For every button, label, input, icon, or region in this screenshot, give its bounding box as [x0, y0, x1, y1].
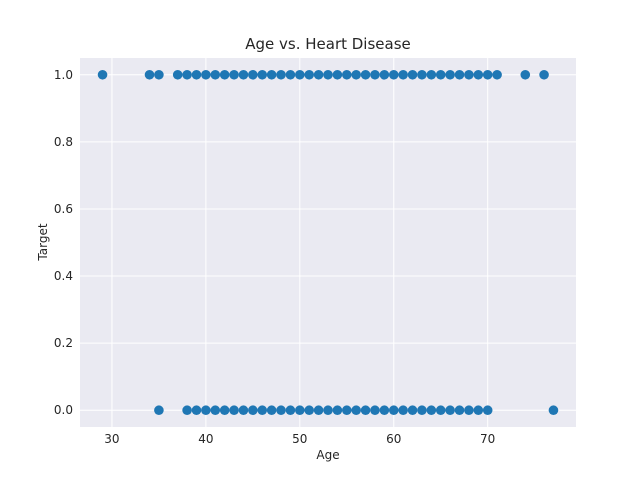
data-point	[426, 69, 437, 80]
data-point	[539, 69, 549, 80]
data-point	[454, 405, 465, 416]
data-point	[276, 69, 286, 80]
data-point	[210, 405, 221, 416]
data-point	[97, 69, 108, 80]
x-tick-labels: 30 40 50 60 70	[104, 432, 495, 446]
x-tick-label: 60	[386, 432, 401, 446]
data-point	[323, 69, 333, 80]
y-tick-label: 0.2	[54, 336, 73, 350]
data-point	[407, 69, 418, 80]
data-point	[323, 405, 333, 416]
data-point	[219, 405, 230, 416]
data-point	[360, 405, 371, 416]
data-point	[191, 405, 202, 416]
data-point	[154, 405, 164, 416]
plot-area	[80, 58, 576, 427]
data-point	[210, 69, 221, 80]
data-point	[473, 405, 484, 416]
data-point	[388, 405, 399, 416]
data-point	[445, 405, 455, 416]
data-point	[257, 405, 268, 416]
data-point	[304, 69, 315, 80]
data-point	[266, 405, 277, 416]
data-point	[445, 69, 455, 80]
data-point	[341, 405, 352, 416]
data-point	[370, 405, 380, 416]
data-point	[248, 69, 258, 80]
data-point	[313, 405, 324, 416]
chart-title: Age vs. Heart Disease	[245, 35, 411, 53]
data-point	[548, 405, 559, 416]
x-tick-label: 40	[198, 432, 213, 446]
data-point	[191, 69, 202, 80]
y-tick-label: 0.6	[54, 202, 73, 216]
data-point	[182, 69, 192, 80]
y-tick-label: 0.4	[54, 269, 73, 283]
data-point	[426, 405, 437, 416]
data-point	[219, 69, 230, 80]
data-point	[454, 69, 465, 80]
data-point	[238, 69, 249, 80]
data-point	[398, 405, 408, 416]
x-tick-label: 50	[292, 432, 307, 446]
data-point	[295, 69, 305, 80]
data-point	[388, 69, 399, 80]
data-point	[154, 69, 164, 80]
data-point	[313, 69, 324, 80]
data-point	[435, 405, 446, 416]
x-tick-label: 30	[104, 432, 119, 446]
data-point	[182, 405, 192, 416]
data-point	[266, 69, 277, 80]
data-point	[492, 69, 502, 80]
data-point	[144, 69, 155, 80]
data-point	[482, 69, 493, 80]
data-point	[332, 405, 343, 416]
y-axis-label: Target	[36, 223, 50, 261]
data-point	[229, 405, 239, 416]
data-point	[520, 69, 531, 80]
data-point	[464, 405, 474, 416]
data-point	[473, 69, 484, 80]
data-point	[257, 69, 268, 80]
data-point	[360, 69, 371, 80]
y-tick-label: 0.0	[54, 403, 73, 417]
data-point	[370, 69, 380, 80]
y-tick-label: 0.8	[54, 135, 73, 149]
data-point	[379, 405, 390, 416]
data-point	[407, 405, 418, 416]
data-point	[238, 405, 249, 416]
data-point	[464, 69, 474, 80]
data-point	[285, 69, 296, 80]
data-point	[172, 69, 183, 80]
data-point	[276, 405, 286, 416]
data-point	[482, 405, 493, 416]
data-point	[351, 405, 361, 416]
data-point	[304, 405, 315, 416]
data-point	[332, 69, 343, 80]
data-point	[201, 69, 211, 80]
y-tick-labels: 0.0 0.2 0.4 0.6 0.8 1.0	[54, 68, 73, 417]
data-point	[417, 69, 427, 80]
data-point	[435, 69, 446, 80]
x-tick-label: 70	[480, 432, 495, 446]
data-point	[417, 405, 427, 416]
x-axis-label: Age	[316, 448, 339, 462]
data-point	[379, 69, 390, 80]
data-point	[248, 405, 258, 416]
data-point	[341, 69, 352, 80]
data-point	[351, 69, 361, 80]
data-point	[285, 405, 296, 416]
data-point	[201, 405, 211, 416]
data-point	[295, 405, 305, 416]
data-point	[398, 69, 408, 80]
scatter-points	[97, 69, 559, 416]
data-point	[229, 69, 239, 80]
y-tick-label: 1.0	[54, 68, 73, 82]
